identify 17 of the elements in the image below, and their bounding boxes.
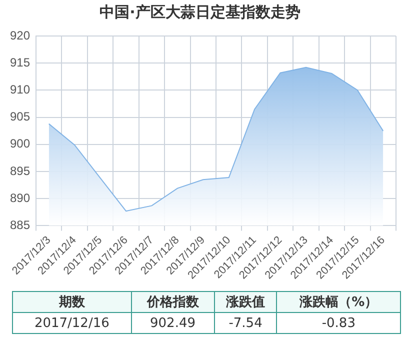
text: 期数 xyxy=(12,292,132,312)
y-tick-label: 905 xyxy=(10,110,30,124)
text: 2017/12/16 xyxy=(12,312,132,334)
text: 价格指数 xyxy=(131,292,214,312)
y-tick-label: 915 xyxy=(10,55,30,70)
chart-title: 中国·产区大蒜日定基指数走势 xyxy=(100,2,300,21)
text: 涨跌值 xyxy=(214,292,277,312)
y-tick-label: 910 xyxy=(10,82,30,97)
y-tick-label: 900 xyxy=(10,136,30,151)
y-tick-label: 920 xyxy=(10,28,30,42)
y-tick-label: 890 xyxy=(10,190,30,205)
y-tick-label: 895 xyxy=(10,164,30,178)
text: -0.83 xyxy=(276,312,400,334)
y-tick-label: 885 xyxy=(10,218,30,232)
text: 902.49 xyxy=(131,312,214,334)
text: 涨跌幅（%） xyxy=(276,292,400,312)
text: -7.54 xyxy=(214,312,277,334)
